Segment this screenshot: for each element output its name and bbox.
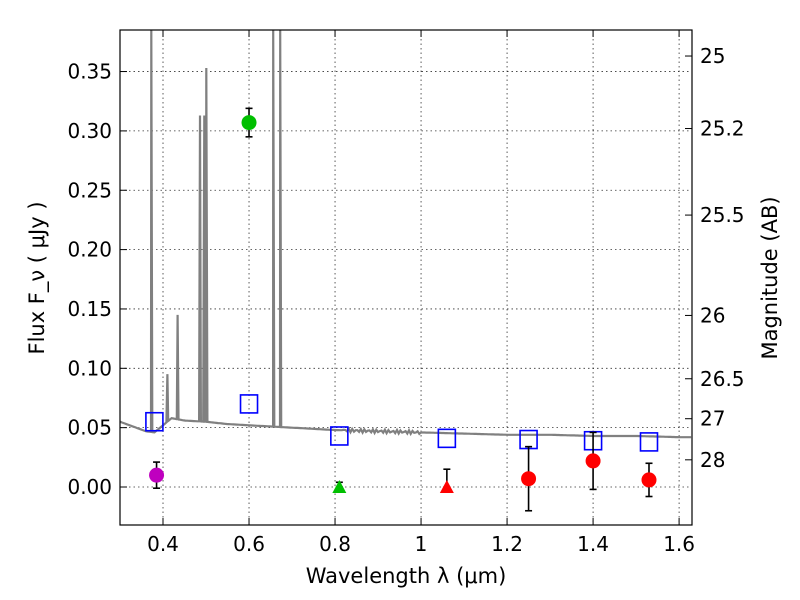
model-photometry-square [330,426,349,446]
upper-limit-triangle [332,480,347,494]
y2-tick-label: 25.2 [700,117,745,141]
observed-circle [241,115,257,131]
model-photometry-square [519,429,538,450]
model-photometry-square [437,428,457,449]
y-axis: 0.00 0.05 0.10 0.15 0.20 0.25 0.30 0.35 [67,60,127,499]
upper-limit-triangle [439,480,454,494]
plot-frame [119,29,693,526]
y-tick-label: 0.35 [67,60,112,84]
observed-point [149,461,165,490]
y-tick-label: 0.15 [67,297,112,321]
observed-circle [521,471,537,487]
y-tick-label: 0.25 [67,178,112,202]
x-axis-label: Wavelength λ (μm) [306,564,507,588]
y2-tick-label: 25.5 [700,203,745,227]
model-spectrum [120,30,692,439]
spectrum-line [120,30,692,439]
observed-point [521,445,537,512]
x-tick-label: 0.8 [319,532,351,556]
x-tick-label: 0.6 [233,532,265,556]
model-photometry-square [145,411,164,432]
observed-point [641,462,657,498]
y-axis-label: Flux F_ν ( μJy ) [25,201,50,354]
y-tick-label: 0.05 [67,416,112,440]
y-tick-label: 0.30 [67,119,112,143]
observed-point [241,107,257,138]
x-tick-label: 1.4 [577,532,609,556]
observed-circle [585,453,601,469]
x-tick-label: 0.4 [147,532,179,556]
y2-tick-label: 26.5 [700,367,745,391]
observed-point [439,468,454,494]
observed-point [585,431,601,491]
model-photometry-square [239,394,259,414]
y-tick-label: 0.00 [67,475,112,499]
y2-axis-label: Magnitude (AB) [758,196,782,359]
model-photometry-square [639,432,659,452]
y-tick-label: 0.10 [67,356,112,380]
y2-tick-label: 28 [700,448,725,472]
y2-tick-label: 25 [700,44,725,68]
y2-tick-label: 27 [700,407,725,431]
grid [120,30,692,525]
y-tick-label: 0.20 [67,238,112,262]
observed-points [149,107,657,512]
x-axis: 0.4 0.6 0.8 1 1.2 1.4 1.6 [147,30,695,556]
observed-point [332,480,347,494]
observed-circle [149,467,165,483]
y2-axis: 25 25.2 25.5 26 26.5 27 28 [685,44,745,472]
x-tick-label: 1.2 [491,532,523,556]
x-tick-label: 1 [415,532,428,556]
x-tick-label: 1.6 [663,532,695,556]
y2-tick-label: 26 [700,303,725,327]
observed-circle [641,472,657,488]
